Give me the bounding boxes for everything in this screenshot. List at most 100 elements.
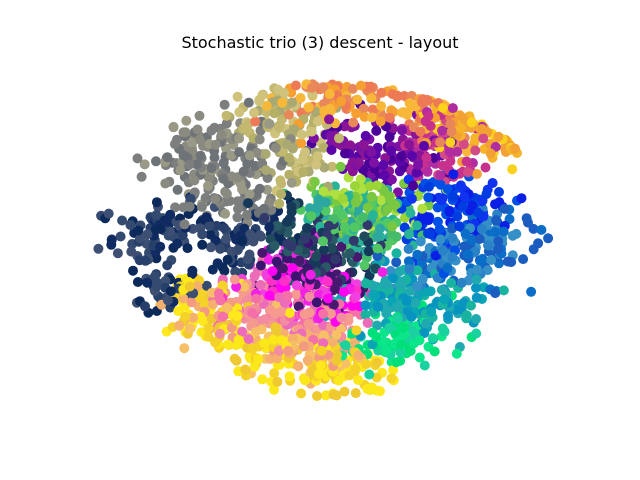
scatter-point [261, 165, 271, 176]
scatter-point [215, 295, 226, 306]
scatter-point [471, 169, 482, 179]
scatter-point [408, 180, 419, 191]
scatter-point [425, 121, 436, 131]
scatter-point [277, 263, 288, 274]
scatter-point [267, 266, 278, 277]
scatter-point [386, 145, 397, 156]
scatter-point [271, 256, 282, 267]
scatter-point [242, 158, 253, 169]
scatter-point [371, 180, 382, 191]
scatter-point [219, 223, 230, 233]
scatter-point [437, 125, 448, 136]
scatter-point [340, 148, 350, 159]
scatter-point [466, 235, 477, 246]
scatter-point [322, 276, 333, 287]
scatter-point [350, 388, 361, 399]
scatter-point [518, 254, 529, 265]
scatter-point [461, 156, 472, 167]
scatter-point [421, 318, 431, 329]
scatter-point [444, 205, 455, 216]
scatter-point [320, 205, 331, 216]
scatter-point [392, 187, 403, 198]
scatter-point [473, 207, 484, 218]
scatter-point [493, 131, 504, 142]
scatter-point [259, 203, 270, 214]
scatter-point [336, 241, 347, 252]
scatter-point [463, 249, 473, 260]
scatter-point [471, 282, 481, 293]
scatter-point [135, 233, 146, 244]
scatter-point [274, 292, 285, 303]
scatter-point [339, 386, 350, 397]
scatter-point [179, 219, 190, 230]
scatter-point [384, 112, 395, 123]
scatter-point [353, 375, 364, 385]
scatter-point [312, 391, 322, 401]
scatter-point [245, 229, 256, 240]
scatter-point [423, 111, 434, 121]
scatter-point [470, 133, 481, 143]
scatter-point [429, 346, 440, 357]
scatter-point [476, 224, 487, 235]
scatter-point [203, 180, 213, 191]
scatter-point [307, 82, 317, 93]
scatter-point [151, 156, 161, 167]
scatter-point [436, 195, 447, 206]
scatter-point [196, 201, 207, 212]
scatter-point [312, 151, 323, 162]
scatter-point [439, 326, 450, 337]
scatter-point [426, 306, 437, 317]
scatter-point [350, 197, 361, 208]
scatter-point [471, 328, 482, 339]
scatter-point [132, 153, 143, 164]
scatter-point [269, 368, 280, 379]
scatter-point [205, 242, 216, 253]
scatter-point [218, 157, 229, 168]
scatter-point [250, 116, 261, 127]
scatter-point [419, 328, 430, 339]
scatter-point [364, 369, 375, 380]
scatter-point [269, 384, 279, 395]
scatter-point [403, 256, 414, 267]
scatter-point [375, 386, 385, 397]
scatter-point [318, 142, 329, 153]
scatter-point [282, 139, 293, 150]
scatter-point [232, 311, 243, 321]
chart-title: Stochastic trio (3) descent - layout [181, 33, 459, 52]
scatter-point [318, 308, 329, 319]
scatter-point [406, 311, 417, 322]
scatter-point [304, 291, 315, 302]
scatter-point [210, 139, 221, 150]
scatter-point [410, 298, 421, 308]
scatter-point [493, 236, 504, 247]
scatter-point [132, 277, 143, 287]
scatter-point [455, 180, 466, 191]
scatter-point [323, 293, 334, 304]
scatter-point [262, 173, 273, 183]
scatter-point [472, 264, 483, 275]
scatter-point [277, 97, 288, 108]
scatter-point [390, 200, 401, 210]
scatter-point [261, 100, 272, 111]
scatter-point [375, 116, 386, 127]
scatter-point [184, 159, 195, 170]
scatter-point [242, 254, 253, 265]
scatter-point [396, 151, 407, 162]
scatter-point [412, 265, 423, 276]
scatter-point [325, 308, 336, 319]
scatter-point [406, 193, 417, 204]
scatter-point [381, 279, 392, 290]
scatter-point [257, 374, 268, 385]
scatter-point [460, 229, 471, 239]
scatter-point [359, 260, 370, 271]
scatter-point [435, 234, 446, 245]
scatter-point [249, 271, 260, 282]
scatter-point [216, 129, 227, 140]
scatter-point [337, 209, 348, 220]
scatter-point [289, 124, 300, 135]
scatter-point [229, 274, 240, 285]
scatter-point [172, 238, 183, 249]
scatter-point [247, 307, 258, 318]
scatter-point [347, 83, 358, 94]
scatter-point [330, 283, 341, 294]
